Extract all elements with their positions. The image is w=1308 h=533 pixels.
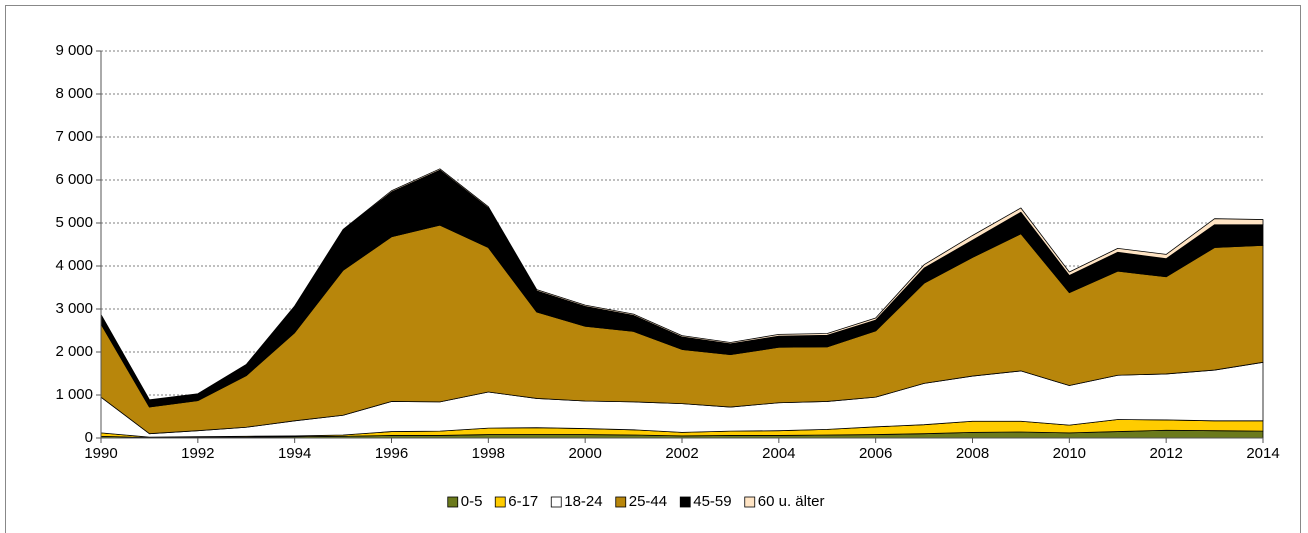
y-tick-label: 5 000 [55, 214, 93, 231]
area [100, 168, 1264, 401]
x-tick-label: 2002 [665, 445, 698, 462]
x-tick-label: 2000 [568, 445, 601, 462]
x-tick-label: 2004 [762, 445, 795, 462]
legend-swatch [494, 496, 506, 508]
chart-border [5, 5, 1301, 533]
legend-swatch [679, 496, 691, 508]
y-tick-label: 1 000 [55, 386, 93, 403]
x-tick-label: 2010 [1053, 445, 1086, 462]
x-tick-label: 2006 [859, 445, 892, 462]
y-tick-label: 2 000 [55, 343, 93, 360]
legend-swatch [615, 496, 627, 508]
y-tick-label: 6 000 [55, 171, 93, 188]
legend-swatch [744, 496, 756, 508]
y-tick-label: 8 000 [55, 85, 93, 102]
legend-label: 18-24 [564, 493, 602, 510]
legend-label: 45-59 [693, 493, 731, 510]
legend-label: 60 u. älter [758, 493, 825, 510]
legend-swatch [447, 496, 459, 508]
x-tick-label: 1990 [84, 445, 117, 462]
y-tick-label: 7 000 [55, 128, 93, 145]
x-tick-label: 2008 [956, 445, 989, 462]
y-tick-label: 9 000 [55, 42, 93, 59]
y-tick-label: 4 000 [55, 257, 93, 274]
x-tick-label: 2012 [1149, 445, 1182, 462]
y-tick-label: 3 000 [55, 300, 93, 317]
x-tick-label: 1996 [375, 445, 408, 462]
legend-swatch [550, 496, 562, 508]
x-tick-label: 1998 [472, 445, 505, 462]
legend-label: 0-5 [461, 493, 483, 510]
legend-label: 6-17 [508, 493, 538, 510]
y-tick-label: 0 [85, 429, 93, 446]
x-tick-label: 2014 [1246, 445, 1279, 462]
legend-label: 25-44 [629, 493, 667, 510]
x-tick-label: 1992 [181, 445, 214, 462]
x-tick-label: 1994 [278, 445, 311, 462]
